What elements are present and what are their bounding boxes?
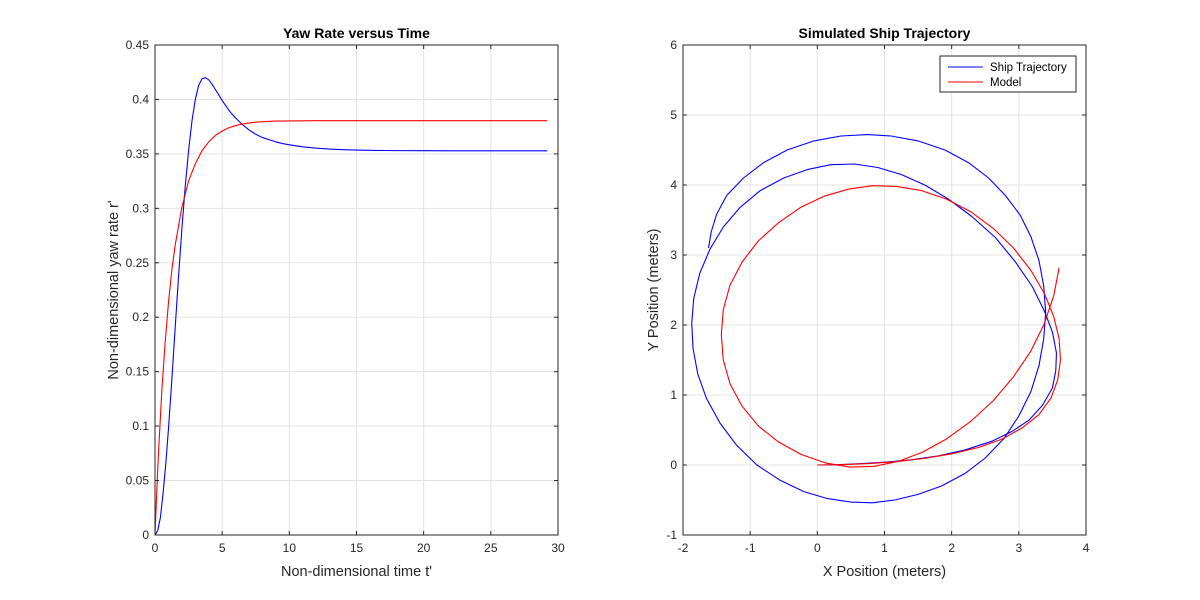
right-x-axis-label: X Position (meters) [823, 564, 946, 580]
left-chart-title: Yaw Rate versus Time [283, 25, 430, 41]
left-ticks: 0 5 10 15 20 25 30 0 0.05 0.1 0.15 0.2 0.25 0.3 0.35 0.… [126, 38, 565, 555]
right-xtick-label: 3 [1015, 541, 1022, 555]
right-ytick-label: 0 [670, 458, 677, 472]
left-ytick-label: 0.05 [126, 474, 150, 488]
left-ytick-label: 0.4 [132, 92, 149, 106]
left-ytick-label: 0 [142, 528, 149, 542]
left-ytick-label: 0.3 [132, 201, 149, 215]
right-ytick-label: 2 [670, 318, 677, 332]
left-ytick-label: 0.45 [126, 38, 150, 52]
right-ytick-label: 4 [670, 178, 677, 192]
left-ytick-label: 0.2 [132, 310, 149, 324]
right-series-group [691, 134, 1062, 504]
left-xtick-label: 0 [152, 541, 159, 555]
right-xtick-label: -1 [745, 541, 756, 555]
left-ytick-label: 0.35 [126, 147, 150, 161]
yaw-rate-chart: 0 5 10 15 20 25 30 0 0.05 0.1 0.15 0.2 0.25 0.3 0.35 0.… [106, 25, 565, 580]
legend-label-ship-trajectory: Ship Trajectory [990, 62, 1067, 74]
left-xtick-label: 5 [219, 541, 226, 555]
left-xtick-label: 20 [417, 541, 431, 555]
right-ytick-label: 5 [670, 108, 677, 122]
left-ytick-label: 0.1 [132, 419, 149, 433]
right-series-line-1 [691, 134, 1057, 504]
right-y-axis-label: Y Position (meters) [646, 228, 662, 351]
left-ytick-label: 0.15 [126, 365, 150, 379]
left-xtick-label: 30 [551, 541, 565, 555]
right-xtick-label: 0 [814, 541, 821, 555]
right-ytick-label: 6 [670, 38, 677, 52]
left-xtick-label: 25 [484, 541, 498, 555]
right-xtick-label: 1 [881, 541, 888, 555]
right-series-line-2 [720, 185, 1062, 468]
right-xtick-label: -2 [678, 541, 689, 555]
legend: Ship Trajectory Model [939, 55, 1077, 93]
legend-box [939, 55, 1077, 93]
right-ytick-label: -1 [666, 528, 677, 542]
left-series-line-2 [154, 120, 548, 536]
left-y-axis-label: Non-dimensional yaw rate r' [106, 200, 122, 379]
legend-label-model: Model [990, 77, 1021, 89]
left-series-group [154, 77, 548, 536]
left-xtick-label: 10 [283, 541, 297, 555]
left-xtick-label: 15 [350, 541, 364, 555]
left-x-axis-label: Non-dimensional time t' [281, 564, 432, 580]
right-xtick-label: 2 [948, 541, 955, 555]
right-xtick-label: 4 [1083, 541, 1090, 555]
left-series-line-1 [154, 77, 548, 536]
right-chart-title: Simulated Ship Trajectory [799, 25, 971, 41]
left-ytick-label: 0.25 [126, 256, 150, 270]
right-ytick-label: 3 [670, 248, 677, 262]
right-ytick-label: 1 [670, 388, 677, 402]
